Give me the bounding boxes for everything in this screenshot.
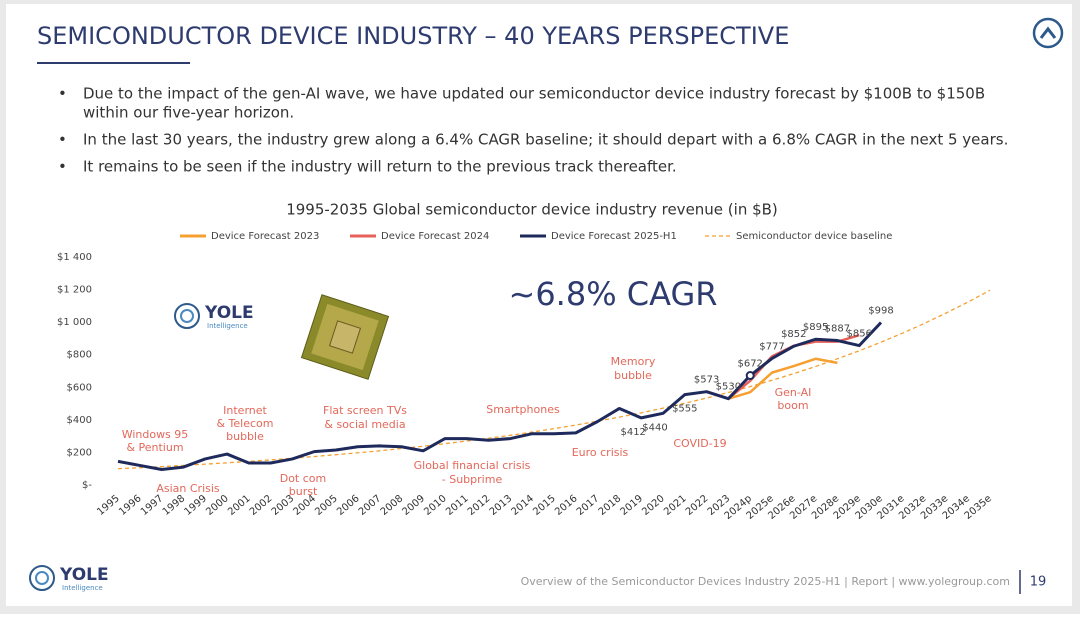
annotation: Global financial crisis bbox=[414, 459, 531, 472]
legend-label: Device Forecast 2025-H1 bbox=[551, 231, 677, 242]
y-tick-label: $200 bbox=[67, 447, 92, 458]
annotation: Dot com bbox=[280, 472, 327, 485]
series-line bbox=[117, 321, 883, 472]
annotations: Windows 95 & Pentium Asian Crisis Intern… bbox=[122, 275, 812, 498]
value-label: $412 bbox=[620, 427, 645, 438]
legend-label: Device Forecast 2023 bbox=[211, 231, 319, 242]
y-tick-label: $1 400 bbox=[57, 252, 92, 263]
legend-label: Device Forecast 2024 bbox=[381, 231, 489, 242]
bullets: • Due to the impact of the gen-AI wave, … bbox=[58, 85, 1008, 176]
annotation: - Subprime bbox=[442, 473, 503, 486]
logo-sub: Intelligence bbox=[207, 322, 248, 330]
value-label: $895 bbox=[803, 322, 828, 333]
bullet: It remains to be seen if the industry wi… bbox=[83, 158, 677, 176]
annotation: bubble bbox=[226, 430, 264, 443]
footer-text: Overview of the Semiconductor Devices In… bbox=[521, 575, 1010, 588]
page-number: 19 bbox=[1030, 575, 1047, 590]
logo-name: YOLE bbox=[204, 303, 254, 323]
logo-mark bbox=[180, 309, 194, 323]
annotation: & Telecom bbox=[216, 417, 273, 430]
footer: YOLE Intelligence Overview of the Semico… bbox=[29, 565, 1047, 594]
y-tick-label: $1 200 bbox=[57, 285, 92, 296]
annotation: Flat screen TVs bbox=[323, 404, 407, 417]
annotation: boom bbox=[777, 399, 808, 412]
chip-image bbox=[300, 294, 390, 380]
annotation: burst bbox=[289, 485, 318, 498]
nav-chevron[interactable] bbox=[1039, 26, 1057, 39]
logo-name: YOLE bbox=[59, 565, 109, 585]
nav-circle[interactable] bbox=[1032, 17, 1064, 49]
annotation: Gen-AI bbox=[775, 386, 812, 399]
value-label: $998 bbox=[868, 305, 893, 316]
bullet-dot: • bbox=[58, 131, 67, 149]
y-tick-label: $600 bbox=[67, 382, 92, 393]
highlight-point bbox=[745, 371, 755, 381]
chart-title: 1995-2035 Global semiconductor device in… bbox=[286, 201, 778, 219]
annotation: Asian Crisis bbox=[156, 482, 220, 495]
bullet: Due to the impact of the gen-AI wave, we… bbox=[83, 85, 985, 103]
series-line bbox=[728, 357, 838, 400]
annotation: & Pentium bbox=[126, 441, 183, 454]
legend-label: Semiconductor device baseline bbox=[736, 231, 892, 242]
slide-title: SEMICONDUCTOR DEVICE INDUSTRY – 40 YEARS… bbox=[37, 22, 789, 50]
logo-mark bbox=[174, 303, 200, 329]
annotation: Smartphones bbox=[486, 403, 560, 416]
value-label: $852 bbox=[781, 329, 806, 340]
annotation: Euro crisis bbox=[572, 446, 629, 459]
value-label: $530 bbox=[716, 382, 741, 393]
y-tick-label: $- bbox=[82, 480, 92, 491]
y-tick-label: $800 bbox=[67, 350, 92, 361]
annotation: bubble bbox=[614, 369, 652, 382]
value-label: $573 bbox=[694, 375, 719, 386]
y-tick-label: $400 bbox=[67, 415, 92, 426]
logo-mark bbox=[35, 571, 49, 585]
annotation: Internet bbox=[223, 404, 267, 417]
annotation: Memory bbox=[611, 355, 656, 368]
value-label: $887 bbox=[825, 324, 850, 335]
bullet-dot: • bbox=[58, 85, 67, 103]
value-label: $672 bbox=[737, 359, 762, 370]
bullet: within our five-year horizon. bbox=[83, 104, 294, 122]
value-label: $440 bbox=[642, 422, 667, 433]
y-tick-label: $1 000 bbox=[57, 317, 92, 328]
bullet-dot: • bbox=[58, 158, 67, 176]
nav-icon[interactable] bbox=[1032, 17, 1064, 49]
cagr-callout: ~6.8% CAGR bbox=[509, 275, 718, 313]
bullet: In the last 30 years, the industry grew … bbox=[83, 131, 1008, 149]
value-label: $555 bbox=[672, 404, 697, 415]
series-line bbox=[117, 289, 991, 470]
value-label: $856 bbox=[846, 329, 871, 340]
annotation: Windows 95 bbox=[122, 428, 189, 441]
annotation: COVID-19 bbox=[673, 437, 726, 450]
logo-sub: Intelligence bbox=[62, 584, 103, 592]
logo-mark bbox=[29, 565, 55, 591]
chart-logo: YOLE Intelligence bbox=[174, 303, 254, 330]
chip-die bbox=[328, 320, 362, 354]
value-label: $777 bbox=[759, 341, 784, 352]
annotation: & social media bbox=[324, 418, 405, 431]
